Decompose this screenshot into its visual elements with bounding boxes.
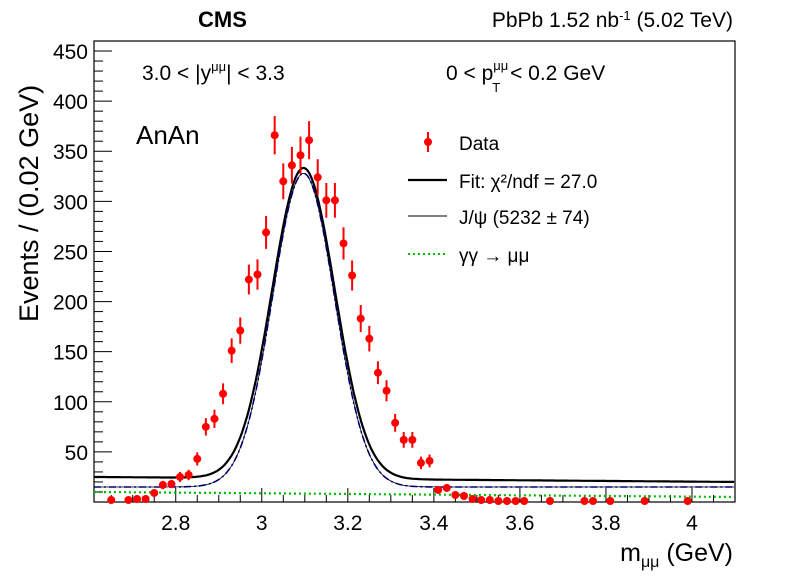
data-point bbox=[107, 495, 116, 504]
data-point bbox=[408, 431, 417, 448]
data-point bbox=[150, 488, 159, 497]
data-point bbox=[133, 494, 142, 503]
category-label: AnAn bbox=[136, 120, 200, 150]
y-tick-label: 350 bbox=[53, 141, 88, 164]
x-tick-label: 3.8 bbox=[591, 512, 620, 535]
data-point bbox=[124, 495, 133, 504]
data-point bbox=[683, 496, 692, 505]
data-point bbox=[158, 480, 167, 490]
data-point bbox=[141, 494, 150, 503]
x-tick-label: 3 bbox=[256, 512, 268, 535]
y-tick-label: 400 bbox=[53, 91, 88, 114]
data-point bbox=[201, 418, 210, 436]
legend-fit-label: Fit: χ²/ndf = 27.0 bbox=[459, 172, 597, 193]
data-point bbox=[219, 383, 228, 405]
data-point bbox=[520, 496, 529, 505]
x-tick-label: 2.8 bbox=[161, 512, 190, 535]
data-point bbox=[640, 496, 649, 505]
data-point bbox=[305, 121, 314, 160]
data-point bbox=[193, 452, 202, 466]
x-axis-title: mμμ (GeV) bbox=[620, 539, 733, 571]
data-point bbox=[365, 325, 374, 352]
data-point bbox=[339, 227, 348, 260]
data-point bbox=[546, 496, 555, 505]
y-tick-label: 100 bbox=[53, 392, 88, 415]
data-points bbox=[107, 116, 692, 505]
rapidity-cut-label: 3.0 < |yμμ| < 3.3 bbox=[142, 59, 285, 85]
fit-curves bbox=[94, 166, 735, 499]
data-point bbox=[485, 495, 494, 504]
legend-data-marker bbox=[424, 132, 432, 152]
legend: Data Fit: χ²/ndf = 27.0 J/ψ (5232 ± 74) … bbox=[408, 132, 597, 267]
data-point bbox=[313, 159, 322, 196]
x-tick-label: 4 bbox=[686, 512, 698, 535]
y-tick-label: 50 bbox=[65, 442, 88, 465]
data-point bbox=[416, 456, 425, 470]
experiment-label: CMS bbox=[198, 7, 247, 32]
data-point bbox=[279, 163, 288, 200]
x-axis: 2.8 3 3.2 3.4 3.6 3.8 4 bbox=[110, 488, 736, 535]
data-point bbox=[451, 490, 460, 499]
data-point bbox=[253, 259, 262, 290]
data-point bbox=[580, 496, 589, 505]
series-line bbox=[94, 490, 735, 499]
x-tick-label: 3.2 bbox=[333, 512, 362, 535]
jpsi-component-line bbox=[94, 172, 735, 488]
data-point bbox=[330, 183, 339, 218]
data-point bbox=[184, 469, 193, 481]
data-point bbox=[296, 136, 305, 174]
data-point bbox=[176, 471, 185, 482]
legend-data-label: Data bbox=[459, 134, 500, 155]
data-point bbox=[262, 215, 271, 249]
legend-jpsi-label: J/ψ (5232 ± 74) bbox=[459, 208, 590, 229]
data-point bbox=[502, 496, 511, 505]
y-tick-label: 300 bbox=[53, 191, 88, 214]
data-point bbox=[477, 495, 486, 504]
data-point bbox=[382, 380, 391, 402]
data-point bbox=[434, 485, 443, 494]
data-point bbox=[442, 483, 451, 492]
data-point bbox=[589, 496, 598, 505]
data-point bbox=[322, 183, 331, 218]
data-point bbox=[210, 409, 219, 428]
data-point bbox=[391, 413, 400, 432]
data-point bbox=[606, 496, 615, 505]
data-point bbox=[270, 116, 279, 155]
data-point bbox=[425, 454, 434, 468]
data-point bbox=[287, 146, 296, 184]
legend-gg-label: γγ → μμ bbox=[459, 246, 529, 267]
y-axis: 50 100 150 200 250 300 350 400 450 bbox=[53, 41, 112, 493]
dataset-label: PbPb 1.52 nb-1 (5.02 TeV) bbox=[492, 8, 733, 33]
series-line bbox=[94, 166, 735, 483]
y-axis-title: Events / (0.02 GeV) bbox=[14, 85, 44, 322]
data-point bbox=[459, 491, 468, 500]
y-tick-label: 200 bbox=[53, 292, 88, 315]
data-point bbox=[167, 479, 176, 489]
data-point bbox=[356, 305, 365, 333]
data-point bbox=[373, 361, 382, 385]
data-point bbox=[348, 260, 357, 291]
y-tick-label: 150 bbox=[53, 342, 88, 365]
data-point bbox=[244, 264, 253, 295]
data-point bbox=[468, 494, 477, 503]
x-tick-label: 3.4 bbox=[419, 512, 449, 535]
data-point bbox=[511, 496, 520, 505]
y-tick-label: 450 bbox=[53, 41, 88, 64]
x-tick-label: 3.6 bbox=[505, 512, 534, 535]
data-point bbox=[236, 317, 245, 344]
data-point bbox=[399, 431, 408, 448]
data-point bbox=[227, 338, 236, 363]
pt-cut-label: 0 < pμμ T < 0.2 GeV bbox=[446, 58, 605, 95]
y-tick-label: 250 bbox=[53, 241, 88, 264]
plot-frame bbox=[93, 40, 736, 503]
data-point bbox=[494, 496, 503, 505]
